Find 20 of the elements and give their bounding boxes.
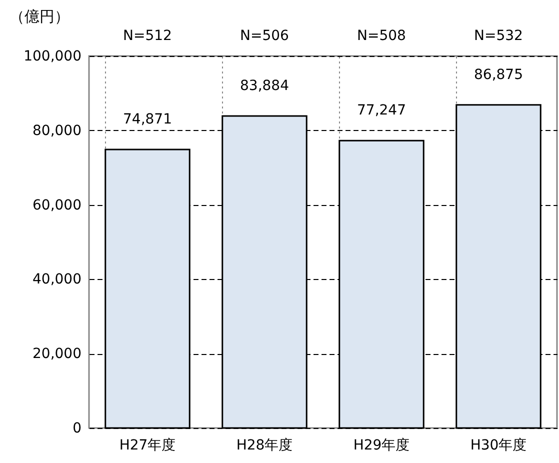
x-tick-label: H27年度 xyxy=(119,438,176,454)
y-tick-label: 60,000 xyxy=(32,197,82,214)
x-tick-label: H30年度 xyxy=(470,438,527,454)
y-tick-label: 100,000 xyxy=(24,48,82,64)
y-tick-label: 80,000 xyxy=(32,122,82,139)
bar xyxy=(104,148,190,429)
x-tick-label: H29年度 xyxy=(353,438,410,454)
y-tick-label: 0 xyxy=(72,420,82,436)
data-label: 74,871 xyxy=(123,111,172,128)
text: N=532 xyxy=(474,28,523,44)
y-tick-label: 20,000 xyxy=(32,346,82,362)
x-tick-label: H28年度 xyxy=(236,438,293,454)
y-axis-title: （億円） xyxy=(10,8,70,26)
data-label: 83,884 xyxy=(240,78,290,94)
text: N=512 xyxy=(123,28,172,44)
y-tick-label: 40,000 xyxy=(32,272,82,288)
text: N=508 xyxy=(357,28,406,44)
data-label: 77,247 xyxy=(357,102,406,119)
data-label: 86,875 xyxy=(474,66,523,83)
text: N=506 xyxy=(240,28,290,44)
